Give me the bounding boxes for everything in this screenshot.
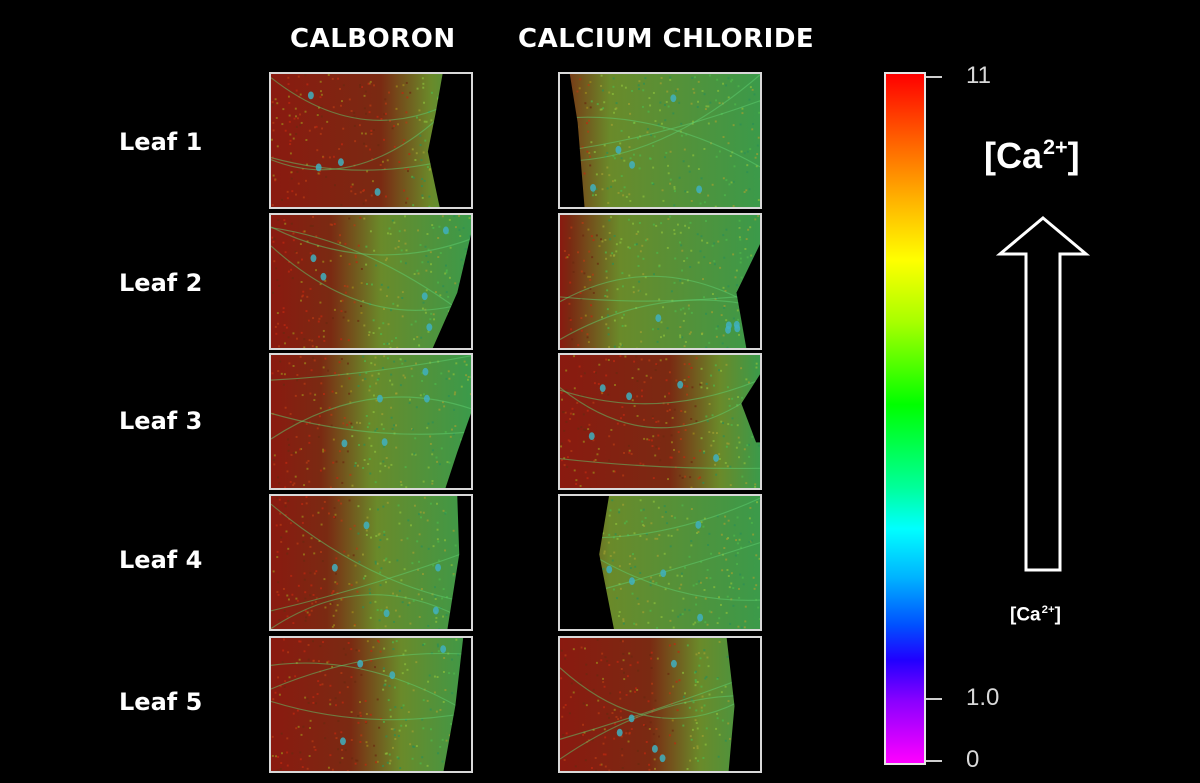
scale-tick-mid: [926, 698, 942, 700]
micrograph-calboron-leaf-1: [269, 72, 473, 209]
micrograph-calboron-leaf-5: [269, 636, 473, 773]
micrograph-calcium-chloride-leaf-5: [558, 636, 762, 773]
row-label-leaf-2: Leaf 2: [119, 269, 203, 297]
scale-tick-max: [926, 76, 942, 78]
micrograph-calcium-chloride-leaf-1: [558, 72, 762, 209]
micrograph-calcium-chloride-leaf-4: [558, 494, 762, 631]
row-label-leaf-4: Leaf 4: [119, 546, 203, 574]
micrograph-calboron-leaf-4: [269, 494, 473, 631]
row-label-leaf-1: Leaf 1: [119, 128, 203, 156]
calcium-concentration-label-low: [Ca2+]: [1010, 604, 1061, 626]
scale-label-mid: 1.0: [966, 684, 1000, 711]
row-label-leaf-3: Leaf 3: [119, 407, 203, 435]
column-title-calboron: CALBORON: [290, 24, 456, 54]
micrograph-calcium-chloride-leaf-2: [558, 213, 762, 350]
calcium-concentration-label-high: [Ca2+]: [984, 134, 1080, 177]
row-label-leaf-5: Leaf 5: [119, 688, 203, 716]
micrograph-calboron-leaf-2: [269, 213, 473, 350]
calcium-color-scale-bar: [884, 72, 926, 765]
micrograph-calboron-leaf-3: [269, 353, 473, 490]
up-arrow-icon: [996, 216, 1090, 572]
micrograph-calcium-chloride-leaf-3: [558, 353, 762, 490]
scale-label-min: 0: [966, 746, 980, 773]
column-title-calcium-chloride: CALCIUM CHLORIDE: [518, 24, 815, 54]
scale-label-max: 11: [966, 62, 991, 89]
scale-tick-min: [926, 760, 942, 762]
